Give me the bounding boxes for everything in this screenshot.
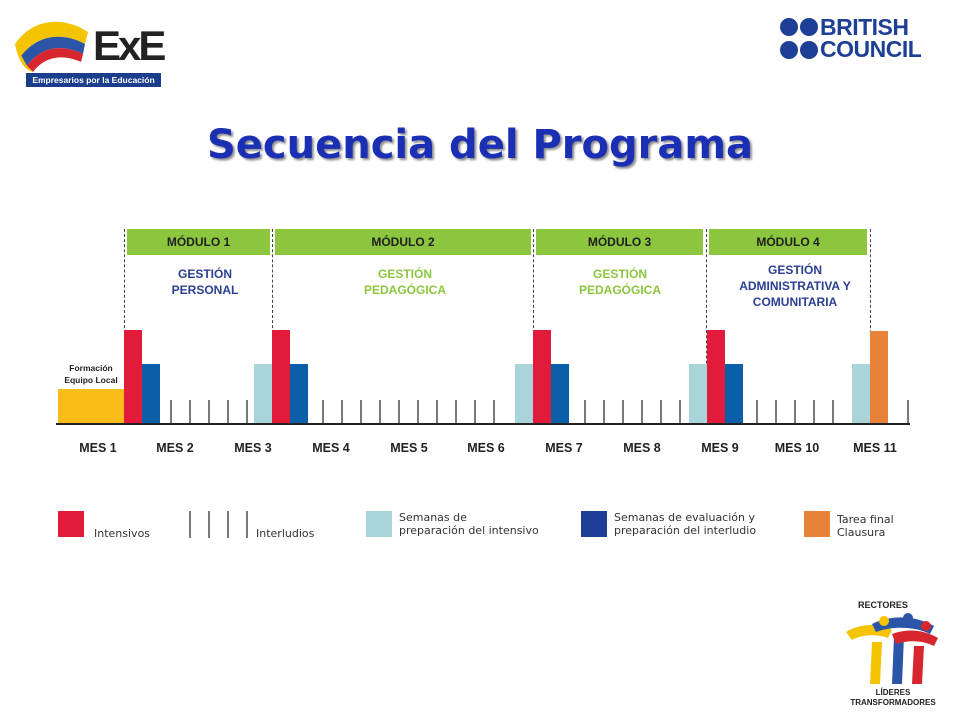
module-2-subtitle: GESTIÓN PEDAGÓGICA [350,266,460,298]
month-label-7: MES 7 [545,441,583,455]
legend-interlude-label: Interludios [256,527,315,540]
legend-prep-swatch [366,511,392,537]
module-3-sub-line-1: GESTIÓN [592,267,647,281]
month-label-5: MES 5 [390,441,428,455]
module-1-bar: MÓDULO 1 [127,229,270,255]
rectores-top-text: RECTORES [858,600,908,610]
prep-bar-1 [254,364,272,424]
month-label-2: MES 2 [156,441,194,455]
module-4-sub-line-1: GESTIÓN [767,263,822,277]
rectores-bottom-line-2: TRANSFORMADORES [850,698,936,707]
rectores-bottom-line-1: LÍDERES [875,688,911,697]
legend-final-line-1: Tarea final [837,513,894,526]
module-4-bar: MÓDULO 4 [709,229,867,255]
module-3-bar: MÓDULO 3 [536,229,703,255]
legend-eval-label: Semanas de evaluación y preparación del … [614,511,756,537]
module-4-subtitle: GESTIÓN ADMINISTRATIVA Y COMUNITARIA [725,262,865,310]
page-title: Secuencia del Programa [206,122,753,168]
legend-intensive-swatch [58,511,84,537]
month-label-10: MES 10 [774,441,820,455]
divider-1 [124,229,125,399]
legend-prep-line-1: Semanas de [399,511,467,524]
local-team-training-bar [58,389,124,424]
legend-interlude-ticks-icon [189,511,248,538]
module-2-sub-line-2: PEDAGÓGICA [363,283,446,297]
module-4-sub-line-2: ADMINISTRATIVA Y [739,279,851,293]
legend-eval-line-1: Semanas de evaluación y [614,511,755,524]
prep-bar-4 [852,364,870,424]
rectores-figures-graphic [846,613,938,684]
eval-bar-4 [725,364,743,424]
module-3-subtitle: GESTIÓN PEDAGÓGICA [565,266,675,298]
legend-intensive-label: Intensivos [94,527,151,540]
prep-bar-2 [515,364,533,424]
divider-2 [272,229,273,399]
british-council-wordmark: BRITISH COUNCIL [820,14,922,62]
formacion-label: Formación Equipo Local [58,362,124,386]
british-council-logo [780,16,820,66]
bc-line-1: BRITISH [820,14,909,40]
eval-bar-1 [142,364,160,424]
month-label-6: MES 6 [467,441,505,455]
legend-prep-line-2: preparación del intensivo [399,524,539,537]
prep-bar-3 [689,364,707,424]
divider-5 [870,229,871,399]
month-label-8: MES 8 [623,441,661,455]
bc-line-2: COUNCIL [820,36,922,62]
intensive-bar-3 [533,330,551,424]
module-1-subtitle: GESTIÓN PERSONAL [155,266,255,298]
month-label-3: MES 3 [234,441,272,455]
exe-tagline: Empresarios por la Educación [26,73,161,87]
intensive-bar-4 [707,330,725,424]
final-task-bar [870,331,888,424]
exe-letters: ExE [93,22,166,69]
exe-logo: ExE [13,14,166,88]
formacion-line-2: Equipo Local [64,375,118,385]
formacion-line-1: Formación [69,363,113,373]
divider-3 [533,229,534,399]
timeline-ticks [56,400,910,425]
british-council-dots-icon [780,18,818,59]
eval-bar-2 [290,364,308,424]
month-label-4: MES 4 [312,441,350,455]
exe-flag-graphic [15,21,88,72]
module-1-sub-line-2: PERSONAL [171,283,239,297]
module-2-sub-line-1: GESTIÓN [377,267,432,281]
module-3-sub-line-2: PEDAGÓGICA [578,283,661,297]
legend-eval-swatch [581,511,607,537]
month-label-9: MES 9 [701,441,739,455]
legend-prep-label: Semanas de preparación del intensivo [399,511,539,537]
intensive-bar-2 [272,330,290,424]
divider-4 [706,229,707,399]
module-1-sub-line-1: GESTIÓN [177,267,232,281]
month-label-1: MES 1 [79,441,117,455]
module-4-sub-line-3: COMUNITARIA [752,295,838,309]
legend-final-swatch [804,511,830,537]
eval-bar-3 [551,364,569,424]
module-2-bar: MÓDULO 2 [275,229,531,255]
month-label-11: MES 11 [853,441,897,455]
intensive-bar-1 [124,330,142,424]
rectores-logo: RECTORES LÍDERES TRANSFORMADORES [838,600,948,712]
legend-eval-line-2: preparación del interludio [614,524,757,537]
rectores-bottom-text: LÍDERES TRANSFORMADORES [838,688,948,708]
legend-final-line-2: Clausura [837,526,886,539]
legend-final-label: Tarea final Clausura [837,513,894,539]
